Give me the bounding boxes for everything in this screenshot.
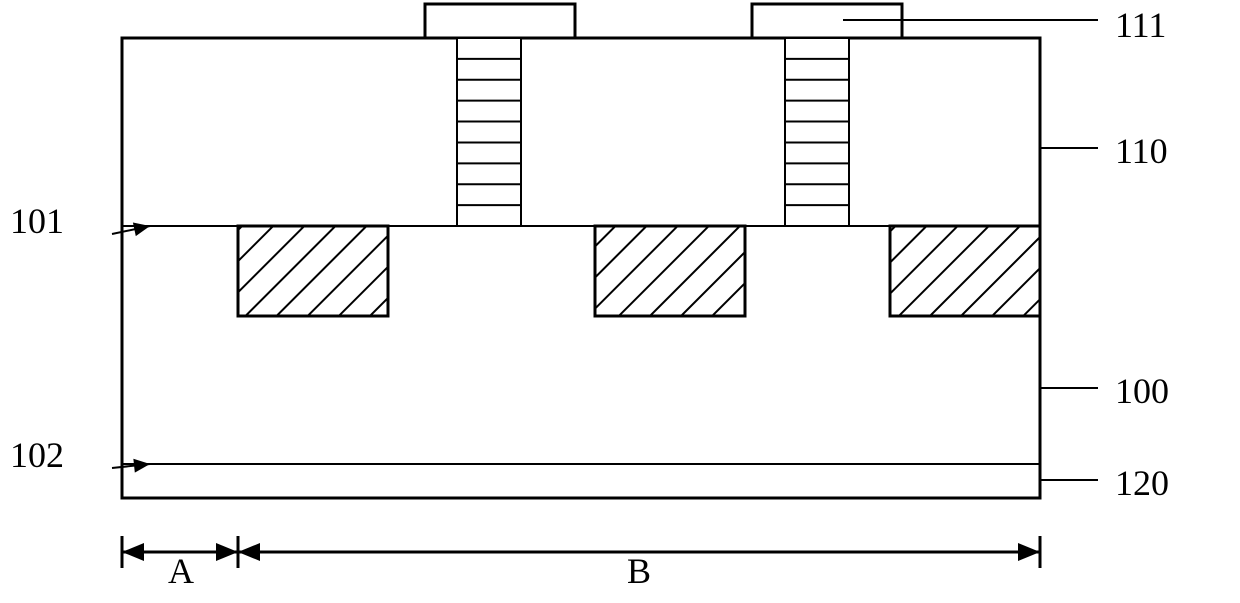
- dimension-label-A: A: [168, 550, 194, 592]
- hatched-block-0: [238, 226, 388, 316]
- striped-column-0: [457, 38, 521, 226]
- callout-102: [112, 459, 150, 473]
- label-101: 101: [10, 200, 64, 242]
- diagram-svg: [0, 0, 1240, 603]
- top-pad-0: [425, 4, 575, 38]
- hatched-block-1: [595, 226, 745, 316]
- label-100: 100: [1115, 370, 1169, 412]
- label-110: 110: [1115, 130, 1168, 172]
- label-102: 102: [10, 434, 64, 476]
- striped-column-1: [785, 38, 849, 226]
- callout-101: [112, 222, 150, 236]
- dimension-bar: [122, 536, 1040, 568]
- diagram-stage: 111 110 100 120 101 102 A B: [0, 0, 1240, 603]
- hatched-block-2: [890, 226, 1040, 316]
- label-120: 120: [1115, 462, 1169, 504]
- label-111: 111: [1115, 4, 1166, 46]
- dimension-label-B: B: [627, 550, 651, 592]
